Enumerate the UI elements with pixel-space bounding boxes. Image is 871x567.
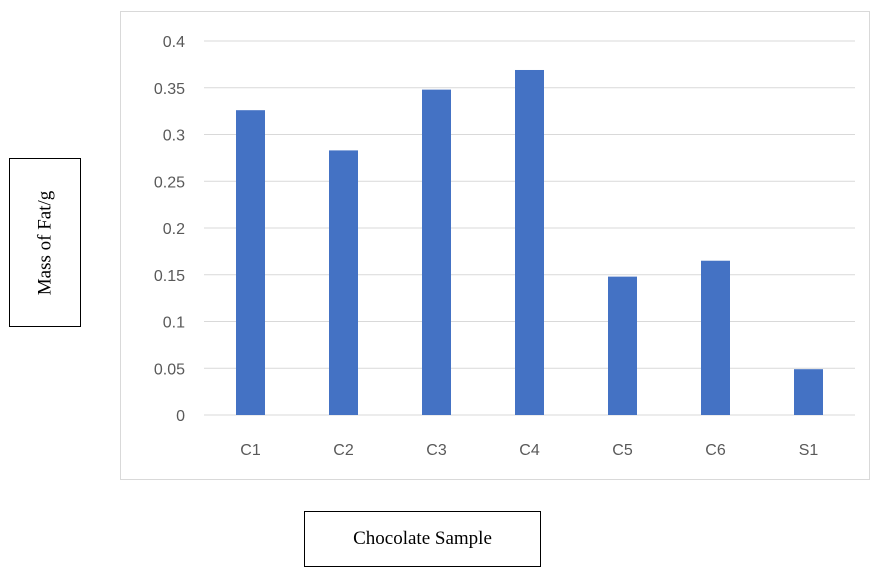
x-tick-label: C5: [612, 442, 633, 459]
y-tick-label: 0: [176, 408, 185, 425]
x-tick-label: C2: [333, 442, 354, 459]
x-axis-label: Chocolate Sample: [353, 528, 492, 549]
x-tick-label: C1: [240, 442, 261, 459]
x-tick-label: C4: [519, 442, 540, 459]
y-tick-label: 0.3: [163, 128, 185, 145]
y-tick-label: 0.25: [154, 174, 185, 191]
bar: [701, 260, 730, 415]
y-tick-label: 0.2: [163, 221, 185, 238]
x-tick-label: S1: [799, 442, 819, 459]
y-tick-label: 0.05: [154, 361, 185, 378]
bar: [422, 89, 451, 416]
y-tick-label: 0.35: [154, 81, 185, 98]
x-tick-label: C6: [705, 442, 726, 459]
bar: [329, 150, 358, 415]
x-tick-label: C3: [426, 442, 447, 459]
y-tick-label: 0.1: [163, 315, 185, 332]
bar: [236, 110, 265, 415]
x-axis-label-box: Chocolate Sample: [304, 511, 541, 567]
y-axis-label-box: Mass of Fat/g: [9, 158, 81, 327]
bar: [608, 276, 637, 415]
y-axis-label: Mass of Fat/g: [34, 190, 55, 295]
y-tick-label: 0.15: [154, 268, 185, 285]
y-tick-label: 0.4: [163, 34, 185, 51]
bar: [794, 369, 823, 415]
bar: [515, 69, 544, 416]
